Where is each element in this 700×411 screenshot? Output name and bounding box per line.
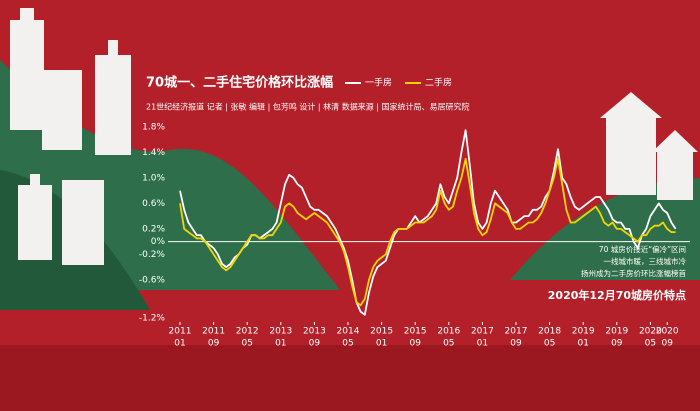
x-tick-label: 2020 [639,327,662,337]
x-tick-label: 09 [661,339,673,349]
x-tick-label: 01 [577,339,588,349]
x-tick-label: 09 [611,339,623,349]
footer-band [0,345,700,411]
x-tick-label: 2013 [303,327,326,337]
x-tick-label: 09 [208,339,220,349]
x-tick-label: 05 [241,339,252,349]
x-tick-label: 2016 [437,327,460,337]
x-tick-label: 05 [645,339,656,349]
line-series [179,129,677,316]
x-tick-label: 01 [174,339,185,349]
subtitle: 21世纪经济报道 记者 | 张敏 编辑 | 包芳鸣 设计 | 林清 数据来源 |… [146,102,469,112]
legend-label: 一手房 [365,77,392,89]
y-tick-label: 0.6% [142,199,165,209]
annotation: 一线城市暖，三线城市冷 [604,256,687,266]
caption: 2020年12月70城房价特点 [548,288,686,302]
x-tick-label: 2015 [404,327,427,337]
x-tick-label: 2017 [471,327,494,337]
y-tick-label: 1.4% [142,148,165,158]
x-tick-label: 2014 [337,327,360,337]
x-tick-label: 01 [275,339,286,349]
legend-label: 二手房 [425,77,452,89]
buildings [10,8,131,265]
x-tick-label: 2019 [605,327,628,337]
x-tick-label: 01 [376,339,387,349]
x-tick-label: 05 [342,339,353,349]
x-tick-label: 09 [309,339,321,349]
x-tick-label: 09 [510,339,522,349]
x-tick-label: 05 [443,339,454,349]
y-tick-label: 1.8% [142,123,165,133]
x-tick-label: 2015 [370,327,393,337]
x-tick-label: 2017 [505,327,528,337]
y-tick-label: 0% [151,237,166,247]
x-tick-label: 2020 [656,327,679,337]
y-tick-label: -0.6% [139,275,166,285]
x-tick-label: 2019 [572,327,595,337]
annotation: 70 城房价接近“偏冷”区间 [599,244,686,254]
x-tick-label: 05 [544,339,555,349]
y-tick-label: -0.2% [139,250,166,260]
hill [510,178,700,280]
line-series [179,157,676,307]
x-tick-label: 09 [409,339,421,349]
chart-title: 70城一、二手住宅价格环比涨幅 [146,75,333,91]
x-tick-label: 2011 [169,327,192,337]
houses [600,92,698,200]
x-tick-label: 2012 [236,327,259,337]
x-tick-label: 2013 [269,327,292,337]
y-tick-label: -1.2% [139,314,166,324]
y-tick-label: 1.0% [142,173,165,183]
x-tick-label: 01 [477,339,488,349]
annotation: 扬州成为二手房价环比涨幅榜首 [581,268,686,278]
x-tick-label: 2018 [538,327,561,337]
y-tick-label: 0.2% [142,224,165,234]
x-tick-label: 2011 [202,327,225,337]
